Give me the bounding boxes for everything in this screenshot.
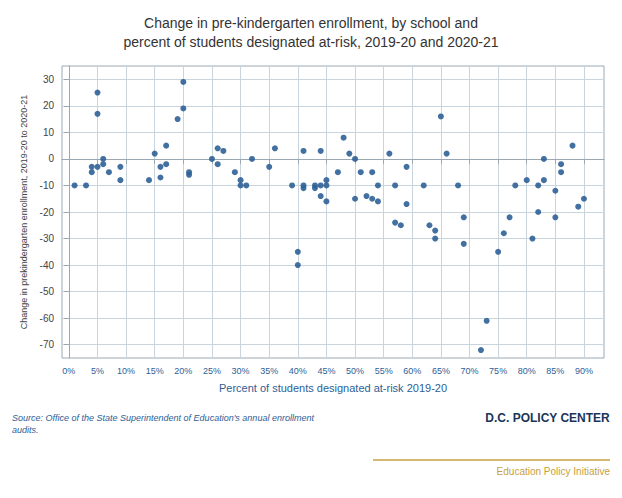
svg-text:55%: 55% [375,366,393,376]
svg-text:20%: 20% [174,366,192,376]
svg-text:audits.: audits. [12,425,39,435]
svg-text:0%: 0% [62,366,75,376]
svg-text:70%: 70% [460,366,478,376]
svg-text:10: 10 [43,127,55,138]
svg-text:percent of students designated: percent of students designated at-risk, … [123,34,498,50]
svg-text:15%: 15% [146,366,164,376]
svg-text:-30: -30 [40,233,55,244]
svg-text:-70: -70 [40,339,55,350]
svg-text:-40: -40 [40,260,55,271]
svg-text:20: 20 [43,100,55,111]
svg-text:0: 0 [48,153,54,164]
svg-text:Percent of students designated: Percent of students designated at-risk 2… [219,382,447,394]
svg-text:-10: -10 [40,180,55,191]
svg-text:80%: 80% [518,366,536,376]
svg-text:50%: 50% [346,366,364,376]
svg-text:Change in prekindergarten enro: Change in prekindergarten enrollment, 20… [19,95,29,330]
svg-text:30%: 30% [232,366,250,376]
svg-text:45%: 45% [317,366,335,376]
svg-text:60%: 60% [403,366,421,376]
svg-text:30: 30 [43,74,55,85]
svg-text:35%: 35% [260,366,278,376]
svg-text:-50: -50 [40,286,55,297]
svg-text:90%: 90% [575,366,593,376]
svg-text:10%: 10% [117,366,135,376]
svg-text:40%: 40% [289,366,307,376]
svg-text:Education Policy Initiative: Education Policy Initiative [497,466,611,477]
svg-text:Change in pre-kindergarten enr: Change in pre-kindergarten enrollment, b… [144,15,478,31]
svg-text:-60: -60 [40,313,55,324]
svg-text:D.C. POLICY CENTER: D.C. POLICY CENTER [485,411,610,425]
svg-text:65%: 65% [432,366,450,376]
svg-text:85%: 85% [546,366,564,376]
svg-text:25%: 25% [203,366,221,376]
svg-text:-20: -20 [40,207,55,218]
svg-text:5%: 5% [91,366,104,376]
svg-text:75%: 75% [489,366,507,376]
svg-text:Source: Office of the State Su: Source: Office of the State Superintende… [12,413,314,423]
